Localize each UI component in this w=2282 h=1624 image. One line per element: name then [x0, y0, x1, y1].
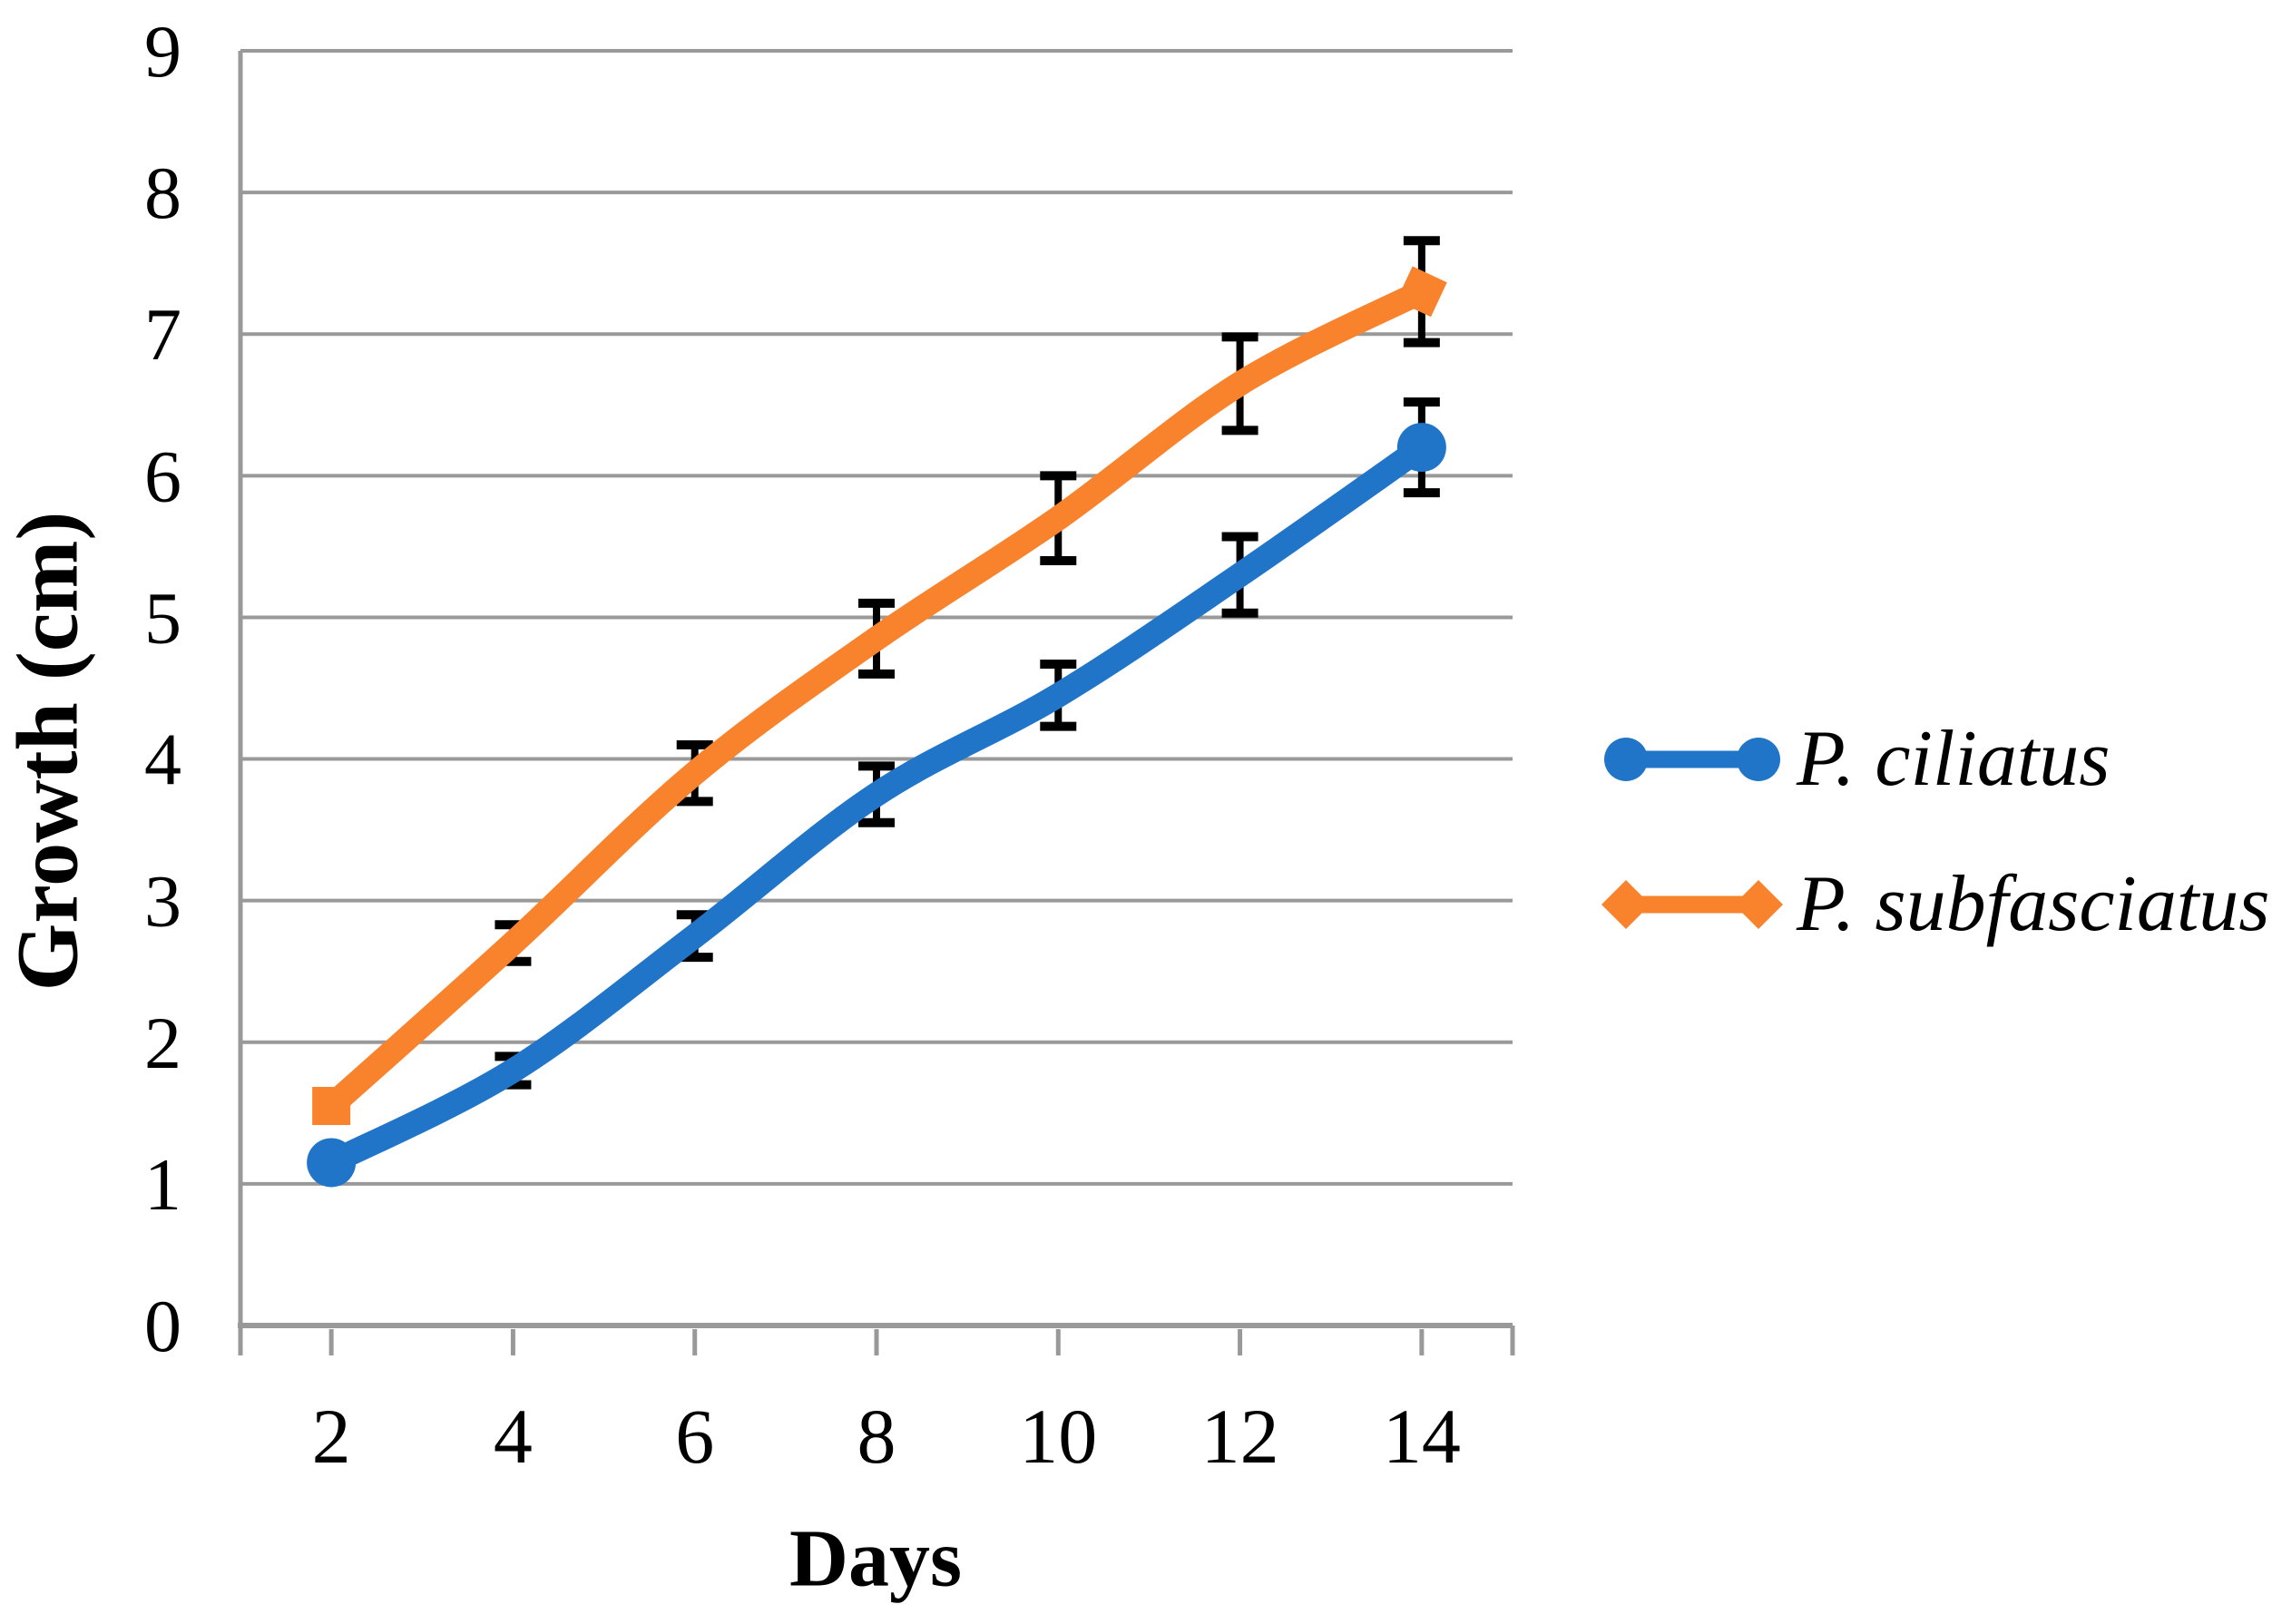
legend-entry-ciliatus: P. ciliatus — [1597, 719, 2111, 800]
data-point-marker — [312, 1087, 351, 1126]
legend-diamond-marker-icon — [1601, 880, 1650, 929]
legend-diamond-marker-icon — [1734, 880, 1783, 929]
x-tick-label: 8 — [857, 1393, 896, 1480]
legend-line-diamond-icon — [1601, 880, 1783, 929]
y-tick-label: 9 — [144, 10, 181, 93]
data-point-marker — [1396, 266, 1447, 318]
y-axis-title: Growth (cm) — [0, 511, 96, 992]
series-line-p-ciliatus — [318, 435, 1435, 1175]
legend-entry-subfasciatus: P. subfasciatus — [1597, 864, 2270, 945]
x-tick-label: 12 — [1201, 1393, 1279, 1480]
x-axis-title: Days — [788, 1513, 963, 1604]
legend-circle-marker-icon — [1737, 738, 1780, 781]
x-tick-label: 4 — [494, 1393, 533, 1480]
x-tick-label: 2 — [312, 1393, 351, 1480]
legend-label-ciliatus: P. ciliatus — [1797, 715, 2111, 803]
x-tick-label: 10 — [1019, 1393, 1097, 1480]
x-tick-label: 6 — [675, 1393, 714, 1480]
y-tick-label: 3 — [144, 860, 181, 943]
y-tick-label: 0 — [144, 1285, 181, 1367]
y-tick-label: 2 — [144, 1002, 181, 1084]
y-tick-label: 5 — [144, 576, 181, 659]
x-tick-label: 14 — [1383, 1393, 1461, 1480]
y-tick-label: 1 — [144, 1143, 181, 1226]
y-tick-label: 8 — [144, 152, 181, 234]
series-line-p-subfasciatus — [318, 279, 1435, 1119]
legend-label-subfasciatus: P. subfasciatus — [1797, 860, 2270, 948]
legend-line-circle-icon — [1604, 738, 1780, 781]
y-tick-label: 7 — [144, 293, 181, 376]
data-point-marker — [307, 1138, 357, 1188]
legend-circle-marker-icon — [1604, 738, 1648, 781]
y-tick-label: 6 — [144, 435, 181, 517]
data-point-marker — [1396, 423, 1446, 473]
y-tick-label: 4 — [144, 719, 181, 801]
